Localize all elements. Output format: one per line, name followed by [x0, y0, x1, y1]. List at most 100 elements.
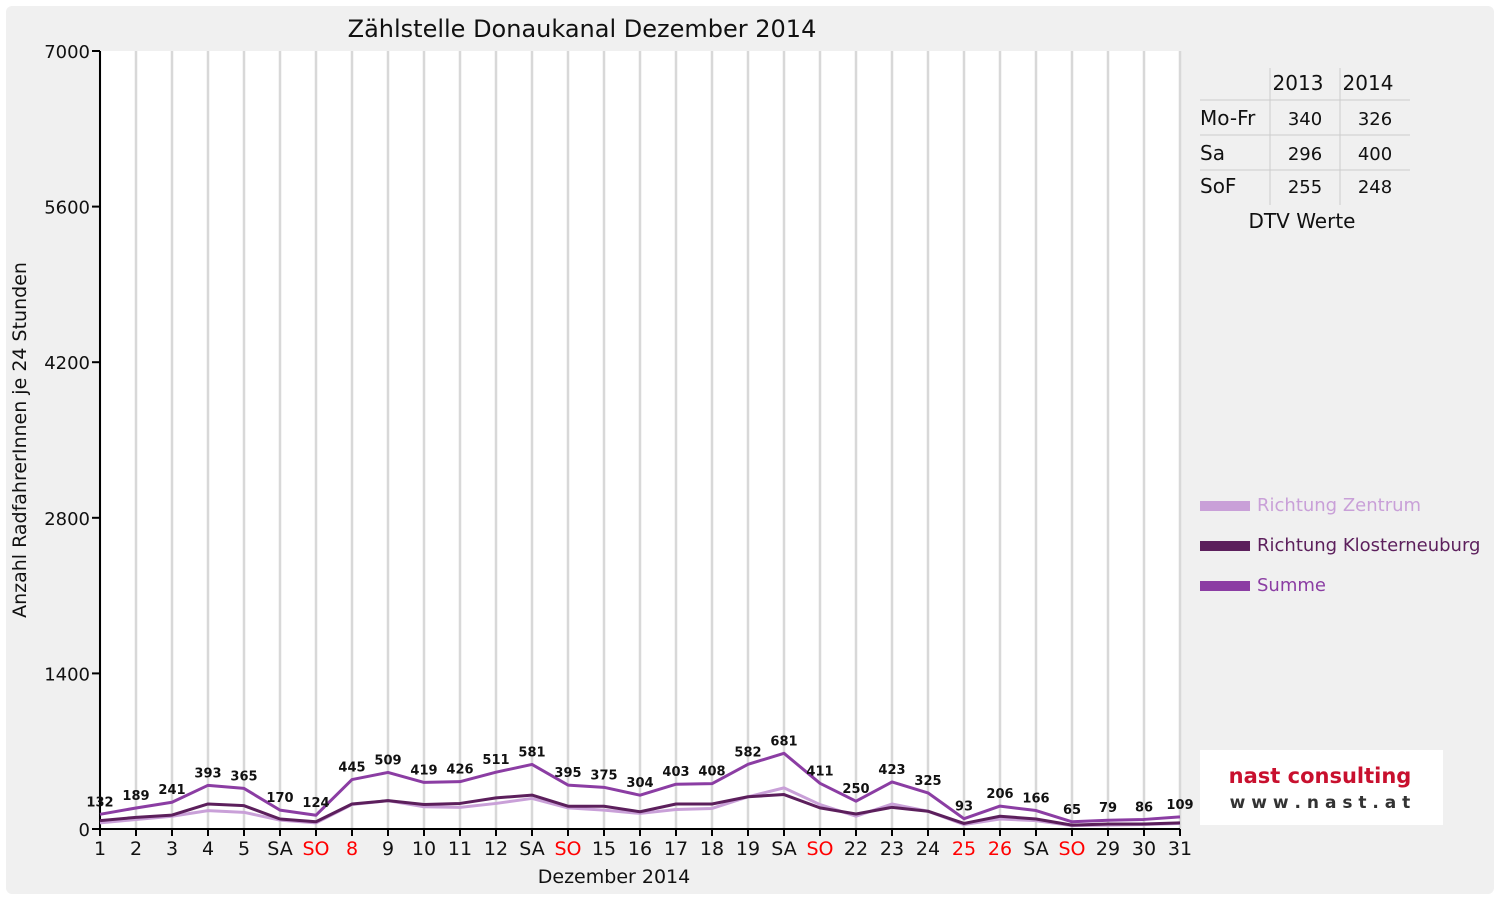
- x-tick-label: SO: [806, 838, 833, 860]
- x-tick-label: 18: [700, 838, 724, 860]
- x-tick-label: 31: [1168, 838, 1192, 860]
- data-label: 86: [1135, 800, 1153, 815]
- data-label: 581: [518, 745, 545, 760]
- x-tick-label: 29: [1096, 838, 1120, 860]
- y-tick-labels: 0 1400 2800 4200 5600 7000: [44, 42, 90, 841]
- x-tick-label: 8: [346, 838, 358, 860]
- dtv-header-2014: 2014: [1343, 71, 1394, 95]
- dtv-cell: 248: [1358, 177, 1392, 198]
- y-tick-label: 5600: [44, 198, 90, 219]
- legend-swatch-summe: [1200, 581, 1250, 591]
- x-tick-label: 15: [592, 838, 616, 860]
- x-tick-label: 4: [202, 838, 214, 860]
- x-axis-label: Dezember 2014: [538, 866, 690, 888]
- data-label: 426: [446, 763, 473, 778]
- data-label: 403: [662, 765, 689, 780]
- data-label: 509: [374, 753, 401, 768]
- y-tick-label: 1400: [44, 664, 90, 685]
- dtv-cell: 400: [1358, 144, 1392, 165]
- x-tick-label: SA: [1023, 838, 1048, 860]
- data-label: 65: [1063, 803, 1081, 818]
- x-tick-label: 24: [916, 838, 940, 860]
- data-labels: 132 189 241 393 365 170 124 445 509 419 426 511 581 3…: [86, 734, 1193, 817]
- data-label: 411: [806, 764, 833, 779]
- x-tick-label: SA: [771, 838, 796, 860]
- y-tick-label: 7000: [44, 42, 90, 63]
- x-tick-label: SO: [1058, 838, 1085, 860]
- x-tick-label: 9: [382, 838, 394, 860]
- data-label: 250: [842, 782, 869, 797]
- data-label: 419: [410, 763, 437, 778]
- data-label: 375: [590, 768, 617, 783]
- x-tick-label: 25: [952, 838, 976, 860]
- logo-line1: nast consulting: [1229, 764, 1412, 788]
- dtv-row-label: Sa: [1200, 141, 1225, 165]
- x-tick-label: 11: [448, 838, 472, 860]
- x-tick-label: 3: [166, 838, 178, 860]
- x-tick-label: SA: [267, 838, 292, 860]
- data-label: 511: [482, 753, 509, 768]
- axes: [92, 50, 1181, 836]
- x-tick-label: 23: [880, 838, 904, 860]
- x-tick-label: 16: [628, 838, 652, 860]
- dtv-cell: 296: [1288, 144, 1322, 165]
- data-label: 365: [230, 769, 257, 784]
- y-tick-label: 0: [79, 820, 90, 841]
- legend-swatch-klosterneuburg: [1200, 541, 1250, 551]
- data-label: 166: [1022, 792, 1049, 807]
- x-tick-label: 1: [94, 838, 106, 860]
- logo-line2: w w w . n a s t . a t: [1230, 793, 1411, 813]
- dtv-caption: DTV Werte: [1249, 209, 1356, 233]
- y-axis-label: Anzahl RadfahrerInnen je 24 Stunden: [9, 262, 31, 618]
- data-label: 393: [194, 766, 221, 781]
- data-label: 93: [955, 800, 973, 815]
- x-tick-label: 22: [844, 838, 868, 860]
- y-tick-label: 2800: [44, 509, 90, 530]
- legend-label-summe: Summe: [1257, 575, 1326, 596]
- dtv-table: 2013 2014 Mo-Fr 340 326 Sa 296 400 SoF 2…: [1200, 68, 1410, 233]
- x-tick-labels: 1 2 3 4 5 SA SO 8 9 10 11 12 SA SO 15 16 17 18 19 SA SO 22 23 2…: [94, 838, 1192, 860]
- x-tick-label: 10: [412, 838, 436, 860]
- x-tick-label: 26: [988, 838, 1012, 860]
- data-label: 124: [302, 796, 329, 811]
- x-tick-label: SO: [554, 838, 581, 860]
- data-label: 423: [878, 763, 905, 778]
- data-label: 445: [338, 761, 365, 776]
- dtv-cell: 326: [1358, 109, 1392, 130]
- dtv-cell: 340: [1288, 109, 1322, 130]
- data-label: 304: [626, 776, 653, 791]
- data-label: 241: [158, 783, 185, 798]
- y-tick-label: 4200: [44, 353, 90, 374]
- x-tick-label: SO: [302, 838, 329, 860]
- logo-box: [1200, 750, 1443, 825]
- legend-label-zentrum: Richtung Zentrum: [1257, 495, 1421, 516]
- x-tick-label: SA: [519, 838, 544, 860]
- logo: nast consulting w w w . n a s t . a t: [1200, 750, 1443, 825]
- data-label: 408: [698, 765, 725, 780]
- data-label: 206: [986, 787, 1013, 802]
- legend-label-klosterneuburg: Richtung Klosterneuburg: [1257, 535, 1480, 556]
- x-tick-label: 2: [130, 838, 142, 860]
- dtv-header-2013: 2013: [1273, 71, 1324, 95]
- series-line-1: [99, 793, 1181, 827]
- data-label: 132: [86, 795, 113, 810]
- data-label: 170: [266, 791, 293, 806]
- chart-title: Zählstelle Donaukanal Dezember 2014: [348, 15, 817, 43]
- dtv-row-label: Mo-Fr: [1200, 106, 1256, 130]
- data-label: 681: [770, 734, 797, 749]
- dtv-cell: 255: [1288, 177, 1322, 198]
- x-tick-label: 17: [664, 838, 688, 860]
- data-label: 109: [1166, 798, 1193, 813]
- x-tick-label: 30: [1132, 838, 1156, 860]
- data-label: 395: [554, 766, 581, 781]
- dtv-row-label: SoF: [1200, 174, 1236, 198]
- data-label: 189: [122, 789, 149, 804]
- data-label: 582: [734, 745, 761, 760]
- data-label: 79: [1099, 801, 1117, 816]
- legend: Richtung Zentrum Richtung Klosterneuburg…: [1200, 495, 1480, 596]
- x-tick-label: 5: [238, 838, 250, 860]
- series-lines: [99, 751, 1181, 828]
- legend-swatch-zentrum: [1200, 501, 1250, 511]
- data-label: 325: [914, 774, 941, 789]
